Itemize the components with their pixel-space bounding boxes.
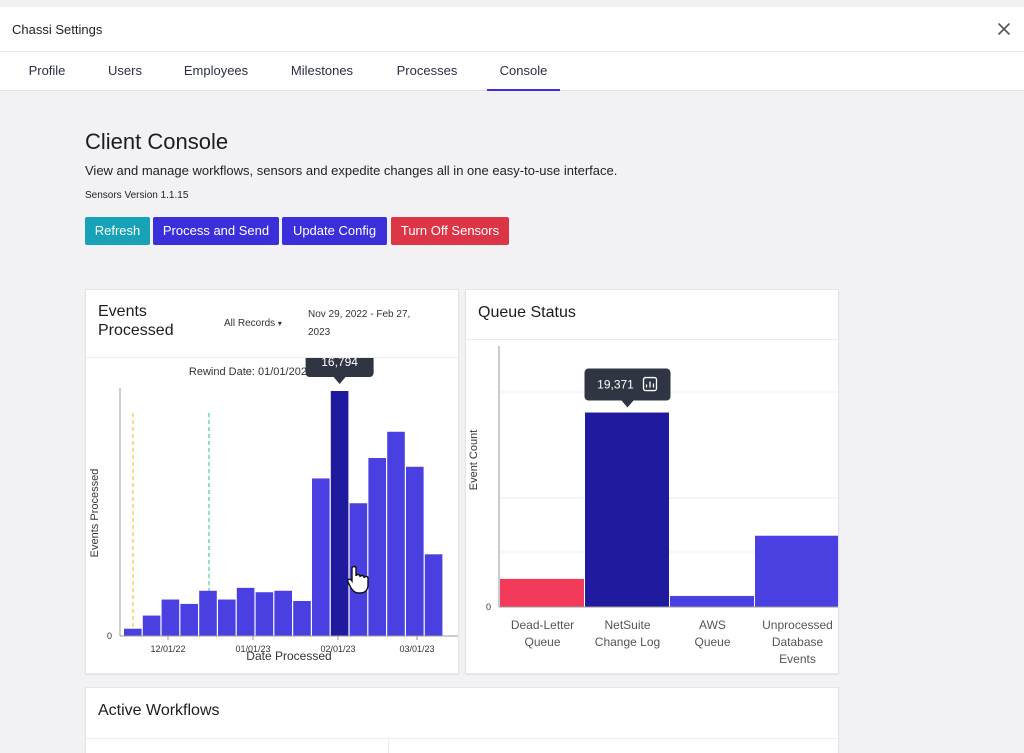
x-tick-label: 02/01/23 (320, 644, 355, 654)
active-workflows-card: Active Workflows (85, 687, 839, 753)
refresh-button[interactable]: Refresh (85, 217, 150, 245)
tab-milestones[interactable]: Milestones (290, 63, 354, 78)
x-tick-label: 03/01/23 (399, 644, 434, 654)
tooltip-value: 19,371 (597, 378, 634, 392)
category-label: Events (779, 652, 816, 666)
chart-bar (161, 599, 180, 636)
y-axis-label: Events Processed (89, 469, 101, 558)
tooltip-arrow (333, 377, 346, 385)
tab-console[interactable]: Console (487, 52, 560, 91)
chart-bar (293, 600, 311, 636)
chart-bar (406, 466, 424, 636)
y-tick-label: 0 (486, 602, 491, 612)
events-card-title: Events Processed (98, 303, 174, 339)
y-axis-label: Event Count (468, 430, 480, 491)
chart-bar (255, 592, 274, 636)
tab-bar: Profile Users Employees Milestones Proce… (0, 52, 1024, 91)
chart-bar (274, 590, 292, 636)
tooltip-value: 16,794 (321, 358, 358, 369)
tooltip-box (305, 358, 374, 378)
hand-cursor-icon (347, 565, 369, 594)
chart-bar (312, 478, 330, 636)
queue-card-title: Queue Status (478, 304, 576, 321)
chart-bar (218, 599, 236, 636)
records-filter-dropdown[interactable]: All Records ▾ (224, 318, 282, 329)
card-divider (86, 357, 458, 358)
close-icon[interactable] (994, 19, 1014, 39)
chart-icon-bars (645, 381, 655, 388)
hand-cursor-shape (347, 565, 369, 594)
chart-bar (755, 535, 838, 607)
category-label: Queue (524, 635, 560, 649)
queue-status-card: Queue Status 0 Event Count Dead-Letter Queu… (465, 289, 839, 674)
column-divider (388, 739, 389, 753)
category-label: Unprocessed (762, 618, 833, 632)
tab-profile[interactable]: Profile (28, 63, 66, 78)
sensors-version: Sensors Version 1.1.15 (85, 190, 189, 201)
date-range-picker[interactable]: Nov 29, 2022 - Feb 27, 2023 (308, 309, 411, 338)
window-title: Chassi Settings (12, 22, 103, 37)
y-tick-label: 0 (107, 631, 112, 641)
category-label: Queue (694, 635, 730, 649)
card-divider (466, 339, 838, 340)
process-and-send-button[interactable]: Process and Send (153, 217, 279, 245)
events-chart: Rewind Date: 01/01/2023 0 12/01/22 01/01/23… (89, 358, 458, 663)
chart-bar (199, 590, 217, 636)
queue-chart: 0 Event Count Dead-Letter Queue NetSuite Chan… (468, 346, 838, 666)
card-divider (86, 738, 838, 739)
rewind-date-label: Rewind Date: 01/01/2023 (189, 366, 313, 378)
chart-bar (500, 578, 584, 607)
category-label: Dead-Letter (511, 618, 574, 632)
chart-bar (330, 391, 349, 636)
console-content: Client Console View and manage workflows… (0, 91, 1024, 753)
tab-employees[interactable]: Employees (183, 63, 249, 78)
events-processed-card: Events Processed All Records ▾ Nov 29, 2… (85, 289, 459, 674)
update-config-button[interactable]: Update Config (282, 217, 387, 245)
top-strip (0, 0, 1024, 7)
chart-bar (180, 603, 198, 636)
chart-bar (585, 412, 669, 607)
category-label: AWS (699, 618, 726, 632)
category-label: NetSuite (604, 618, 650, 632)
tooltip-arrow (621, 400, 634, 408)
chart-icon (642, 376, 658, 392)
title-bar: Chassi Settings (0, 7, 1024, 52)
chart-bar (424, 554, 443, 636)
tab-processes[interactable]: Processes (396, 63, 458, 78)
chart-bar (124, 628, 142, 636)
caret-down-icon: ▾ (277, 319, 282, 328)
page-description: View and manage workflows, sensors and e… (85, 163, 618, 178)
turn-off-sensors-button[interactable]: Turn Off Sensors (391, 217, 509, 245)
tab-users[interactable]: Users (108, 63, 142, 78)
records-filter-label: All Records (224, 318, 276, 329)
workflows-card-title: Active Workflows (98, 702, 220, 719)
category-label: Database (772, 635, 824, 649)
category-label: Change Log (595, 635, 660, 649)
x-axis-label: Date Processed (246, 649, 331, 663)
page-title: Client Console (85, 129, 229, 154)
x-tick-label: 12/01/22 (150, 644, 185, 654)
chart-bar (670, 595, 754, 607)
chart-icon-frame (642, 376, 658, 392)
chart-bar (349, 503, 368, 636)
chart-bar (368, 458, 386, 636)
chart-bar (236, 587, 255, 636)
tooltip-box (584, 368, 671, 401)
x-tick-label: 01/01/23 (235, 644, 270, 654)
chart-bar (387, 431, 405, 636)
chart-bar (142, 615, 161, 636)
